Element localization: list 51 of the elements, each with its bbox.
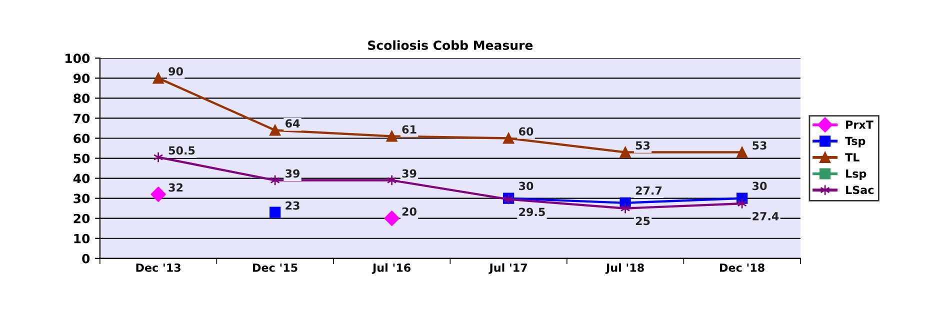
x-tick-label: Dec '13 [136, 263, 180, 272]
x-tick-label: Dec '18 [720, 263, 764, 272]
y-tick-label: 40 [73, 174, 90, 184]
point [152, 72, 164, 84]
point [150, 186, 166, 202]
data-label: 30 [752, 182, 767, 190]
legend-label: PrxT [846, 120, 874, 129]
data-label: 50.5 [168, 146, 195, 155]
data-label: 90 [168, 67, 183, 76]
y-tick-label: 50 [74, 154, 90, 164]
y-tick-label: 80 [74, 94, 90, 104]
data-label: 61 [402, 125, 416, 134]
point [620, 146, 631, 158]
data-label: 53 [752, 141, 766, 150]
data-label: 25 [636, 216, 650, 226]
data-label: 39 [286, 169, 300, 178]
x-tick-label: Jul '18 [605, 263, 644, 274]
point [503, 132, 514, 144]
y-tick-label: 60 [74, 134, 90, 144]
data-label: 60 [518, 127, 534, 136]
x-tick-label: Jul '16 [372, 263, 411, 274]
data-label: 30 [519, 182, 534, 190]
legend-label: LSac [846, 186, 874, 194]
data-label: 27.4 [752, 212, 779, 220]
legend-label: Lsp [846, 170, 866, 180]
data-label: 20 [402, 207, 416, 216]
data-label: 29.5 [519, 208, 545, 216]
y-tick-label: 10 [74, 234, 90, 244]
data-label: 23 [286, 201, 300, 210]
data-label: 32 [168, 183, 183, 192]
legend-label: TL [845, 153, 860, 162]
chart-title: Scoliosis Cobb Measure [368, 40, 533, 50]
legend-label: Tsp [845, 136, 866, 148]
y-tick-label: 70 [74, 114, 90, 124]
data-label: 53 [636, 141, 650, 150]
data-label: 39 [402, 169, 416, 178]
data-label: 64 [285, 119, 300, 128]
y-tick-label: 0 [82, 254, 90, 264]
x-tick-label: Dec '15 [253, 264, 298, 272]
y-tick-label: 100 [66, 54, 90, 64]
y-tick-label: 20 [74, 214, 90, 224]
point [736, 146, 748, 158]
point [737, 198, 747, 210]
point [386, 130, 398, 142]
point [384, 210, 400, 226]
data-label: 27.7 [636, 186, 662, 195]
point [270, 124, 281, 136]
point [270, 206, 281, 218]
x-tick-label: Jul '17 [488, 263, 527, 274]
y-tick-label: 90 [73, 74, 90, 84]
y-tick-label: 30 [74, 194, 90, 204]
